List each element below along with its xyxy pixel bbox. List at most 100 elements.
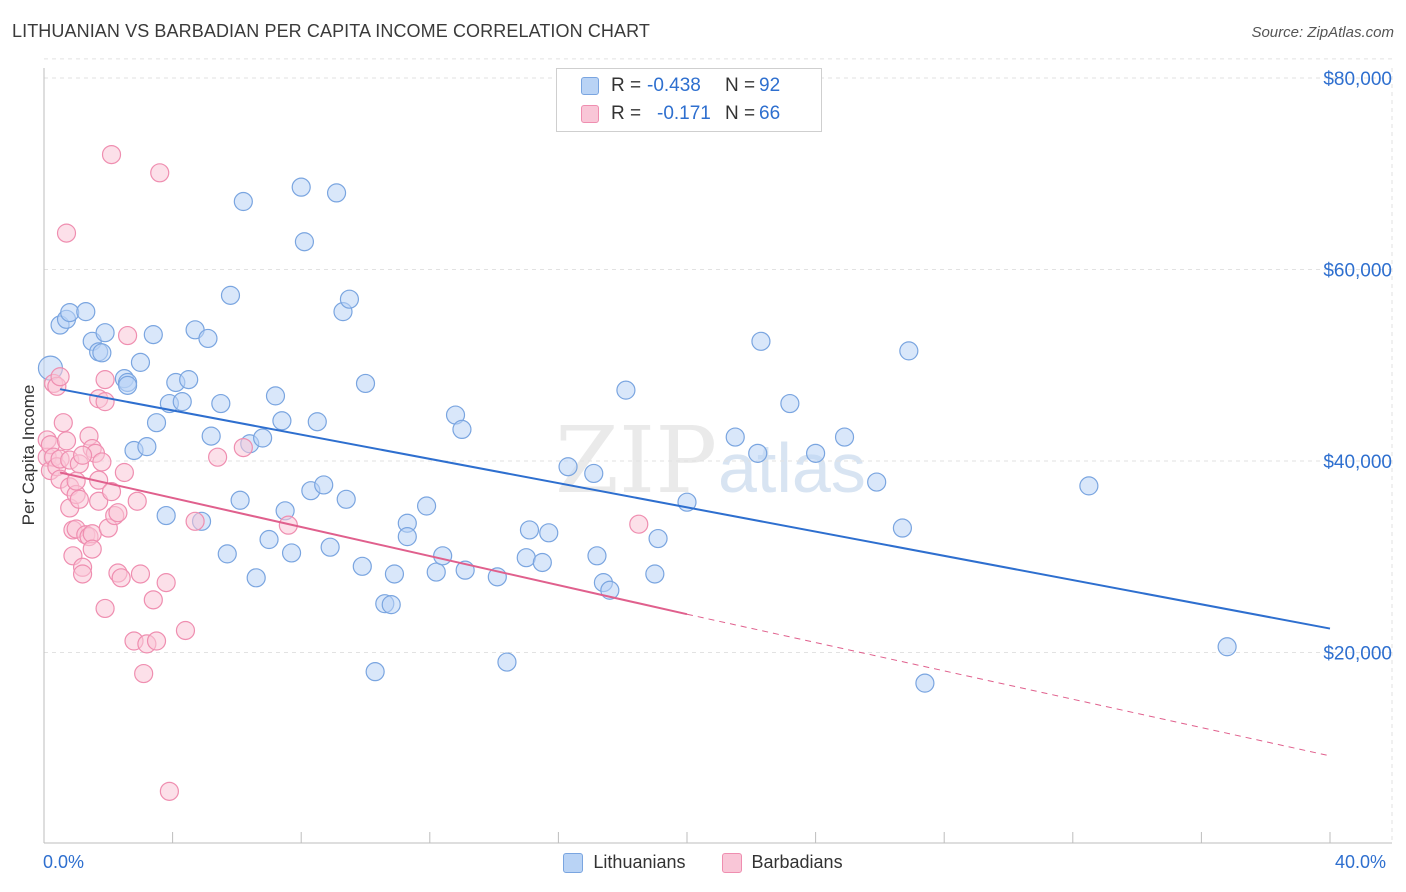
lithuanians-legend-icon	[563, 852, 584, 873]
lithuanian-point	[60, 302, 80, 323]
legend-item-lithuanians[interactable]: Lithuanians	[563, 852, 686, 873]
lithuanian-point	[339, 289, 360, 309]
y-tick-label: $40,000	[1323, 452, 1392, 473]
barbadian-point	[50, 367, 70, 387]
legend-label: Lithuanians	[593, 852, 686, 872]
lithuanian-point	[915, 673, 935, 693]
barbadian-point	[127, 491, 147, 511]
r-value: -0.171	[657, 103, 711, 124]
barbadian-point	[159, 781, 179, 801]
barbadian-point	[117, 325, 138, 346]
barbadian-point	[150, 163, 170, 183]
barbadian-point	[95, 598, 115, 619]
stats-box: R = -0.438 N = 92 R = -0.171 N = 66	[556, 68, 822, 132]
lithuanian-point	[95, 323, 115, 343]
lithuanian-point	[272, 411, 292, 431]
barbadian-trend-line	[59, 471, 688, 616]
lithuanian-point	[433, 546, 453, 566]
chart-title: LITHUANIAN VS BARBADIAN PER CAPITA INCOM…	[12, 21, 651, 41]
lithuanian-point	[294, 232, 315, 252]
lithuanian-point	[558, 457, 578, 477]
lithuanian-point	[143, 325, 163, 345]
lithuanian-point	[130, 352, 151, 372]
n-label: N =	[725, 75, 756, 96]
lithuanian-point	[584, 463, 604, 484]
lithuanian-point	[426, 562, 446, 582]
barbadian-point	[114, 462, 134, 483]
lithuanian-point	[748, 443, 768, 463]
y-tick-label: $60,000	[1323, 261, 1392, 282]
lithuanian-point	[497, 652, 517, 672]
barbadian-point	[143, 590, 163, 610]
lithuanian-point	[539, 523, 559, 543]
lithuanian-point	[336, 489, 356, 509]
lithuanian-point	[452, 419, 472, 440]
lithuanian-point	[156, 505, 176, 526]
barbadian-point	[95, 392, 115, 412]
x-tick-label-min: 0.0%	[43, 852, 85, 872]
barbadian-point	[233, 437, 253, 458]
lithuanian-point	[172, 392, 192, 412]
lithuanian-trend-line	[59, 388, 1331, 630]
lithuanian-point	[834, 427, 855, 447]
barbadians-swatch-icon	[581, 105, 599, 123]
lithuanian-point	[899, 341, 919, 361]
legend-label: Barbadians	[751, 852, 843, 872]
barbadian-point	[175, 620, 196, 641]
barbadian-point	[72, 445, 93, 465]
barbadian-point	[101, 145, 122, 165]
barbadian-point	[108, 503, 128, 523]
lithuanian-point	[76, 302, 96, 322]
source-label: Source: ZipAtlas.com	[1251, 24, 1394, 41]
lithuanian-point	[146, 413, 167, 433]
barbadian-point	[92, 452, 112, 472]
lithuanian-point	[217, 544, 237, 564]
r-label: R =	[611, 75, 642, 96]
lithuanian-point	[648, 528, 668, 549]
lithuanian-point	[645, 564, 665, 584]
barbadian-point	[95, 370, 115, 390]
y-tick-label: $20,000	[1323, 644, 1392, 665]
lithuanian-point	[326, 183, 347, 203]
lithuanian-point	[805, 443, 826, 463]
lithuanian-point	[519, 520, 540, 540]
barbadian-trend-extension	[686, 613, 1331, 757]
lithuanian-point	[314, 475, 334, 495]
lithuanian-point	[320, 537, 340, 557]
lithuanian-point	[211, 393, 231, 414]
barbadian-point	[629, 514, 649, 534]
barbadian-point	[56, 431, 77, 451]
lithuanian-point	[259, 529, 279, 550]
lithuanian-point	[384, 564, 405, 584]
lithuanian-point	[291, 177, 311, 197]
barbadian-point	[146, 631, 167, 651]
barbadian-point	[185, 511, 205, 531]
barbadian-point	[72, 564, 93, 584]
lithuanian-point	[416, 496, 437, 516]
lithuanian-point	[352, 556, 372, 576]
barbadian-point	[56, 223, 77, 243]
stats-row-barbadians: R = -0.171 N = 66	[581, 100, 780, 128]
legend-item-barbadians[interactable]: Barbadians	[721, 852, 843, 873]
barbadian-point	[82, 539, 102, 559]
lithuanian-point	[281, 543, 302, 563]
y-tick-label: $80,000	[1323, 69, 1392, 90]
lithuanian-point	[137, 437, 157, 457]
r-label: R =	[611, 103, 642, 124]
lithuanian-point	[780, 393, 800, 414]
stats-row-lithuanians: R = -0.438 N = 92	[581, 72, 780, 100]
lithuanian-point	[892, 518, 913, 538]
barbadian-point	[134, 663, 154, 684]
barbadian-point	[89, 491, 109, 511]
lithuanian-point	[532, 552, 552, 573]
legend: Lithuanians Barbadians	[0, 852, 1406, 873]
lithuanian-point	[355, 373, 376, 394]
lithuanian-point	[92, 343, 112, 363]
lithuanian-point	[516, 548, 536, 568]
barbadian-point	[156, 573, 176, 593]
lithuanian-point	[233, 191, 253, 212]
lithuanian-point	[246, 568, 266, 588]
barbadian-point	[130, 564, 151, 584]
lithuanian-point	[1217, 637, 1237, 657]
